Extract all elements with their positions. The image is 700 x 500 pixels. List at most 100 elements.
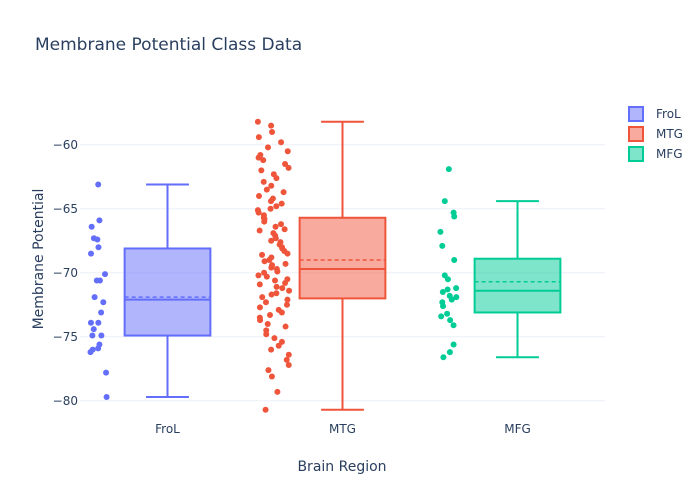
legend-swatch [628, 106, 644, 122]
iqr-box [473, 257, 562, 314]
legend-swatch [628, 126, 644, 142]
data-point [266, 312, 273, 319]
data-point [271, 335, 278, 342]
data-point [88, 223, 95, 230]
y-tick-label: −80 [53, 394, 78, 408]
data-point [89, 332, 96, 339]
legend-label: MTG [656, 127, 683, 141]
data-point [95, 319, 102, 326]
data-point [284, 250, 291, 257]
data-point [281, 226, 288, 233]
data-point [440, 354, 447, 361]
data-point [256, 281, 263, 288]
data-point [268, 182, 275, 189]
chart-title: Membrane Potential Class Data [35, 35, 302, 55]
y-tick-label: −60 [53, 138, 78, 152]
legend: FroL MTG MFG [628, 106, 683, 162]
data-point [268, 264, 275, 271]
data-point [261, 258, 268, 265]
data-point [273, 290, 280, 297]
data-point [283, 301, 290, 308]
data-point [255, 154, 262, 161]
data-point [263, 186, 270, 193]
data-point [87, 319, 94, 326]
box-group-mtg [254, 118, 387, 413]
data-point [256, 227, 263, 234]
data-point [268, 291, 275, 298]
iqr-box [298, 216, 387, 300]
data-point [282, 323, 289, 330]
data-point [254, 118, 261, 125]
data-point [102, 271, 109, 278]
iqr-box [123, 247, 212, 337]
data-point [87, 349, 94, 356]
data-point [262, 299, 269, 306]
data-point [273, 203, 280, 210]
y-tick-label: −70 [53, 266, 78, 280]
data-point [267, 205, 274, 212]
x-tick-label: MFG [504, 422, 531, 436]
data-point [451, 257, 458, 263]
data-point [260, 157, 267, 164]
data-point [87, 250, 94, 257]
legend-swatch [628, 146, 644, 162]
x-tick-label: MTG [329, 422, 356, 436]
box-group-mfg [437, 166, 562, 361]
data-point [259, 294, 266, 301]
data-point [444, 276, 451, 283]
data-point [448, 296, 455, 303]
data-point [265, 367, 272, 374]
x-axis-ticks: FroL MTG MFG [155, 422, 531, 436]
data-point [261, 218, 268, 225]
data-point [267, 198, 274, 205]
data-point [285, 164, 292, 171]
data-point [439, 242, 446, 249]
data-point [95, 244, 102, 251]
data-point [440, 303, 447, 310]
data-point [96, 217, 103, 224]
data-point [103, 393, 110, 400]
data-point [93, 277, 100, 284]
data-point [257, 317, 264, 324]
data-point [453, 285, 460, 292]
data-point [95, 181, 102, 188]
y-tick-label: −65 [53, 202, 78, 216]
data-point [103, 369, 110, 376]
data-point [272, 277, 279, 284]
legend-label: FroL [656, 107, 681, 121]
data-point [445, 166, 452, 173]
data-point [269, 129, 276, 135]
x-tick-label: FroL [155, 422, 180, 436]
data-point [439, 289, 446, 295]
data-point [437, 228, 444, 235]
data-point [255, 272, 262, 279]
data-point [446, 349, 453, 356]
data-point [263, 273, 270, 280]
data-point [274, 268, 281, 275]
data-point [268, 122, 275, 129]
data-point [264, 144, 271, 151]
data-point [266, 257, 273, 263]
data-point [278, 309, 285, 316]
legend-label: MFG [656, 147, 683, 161]
data-point [264, 321, 271, 327]
data-point [260, 178, 267, 185]
data-point [95, 345, 102, 352]
data-point [268, 237, 275, 244]
data-point [453, 294, 460, 301]
data-point [259, 251, 266, 258]
data-point [274, 388, 281, 395]
data-point [262, 406, 269, 413]
data-point [98, 332, 105, 339]
data-point [255, 134, 262, 141]
y-axis-title: Membrane Potential [31, 189, 47, 330]
data-point [98, 309, 105, 316]
data-point [256, 304, 263, 311]
data-point [447, 317, 454, 324]
y-axis-ticks: −60 −65 −70 −75 −80 [53, 138, 78, 408]
x-axis-title: Brain Region [297, 459, 386, 475]
data-point [444, 286, 451, 293]
plot-area [87, 118, 562, 413]
data-point [275, 342, 282, 349]
